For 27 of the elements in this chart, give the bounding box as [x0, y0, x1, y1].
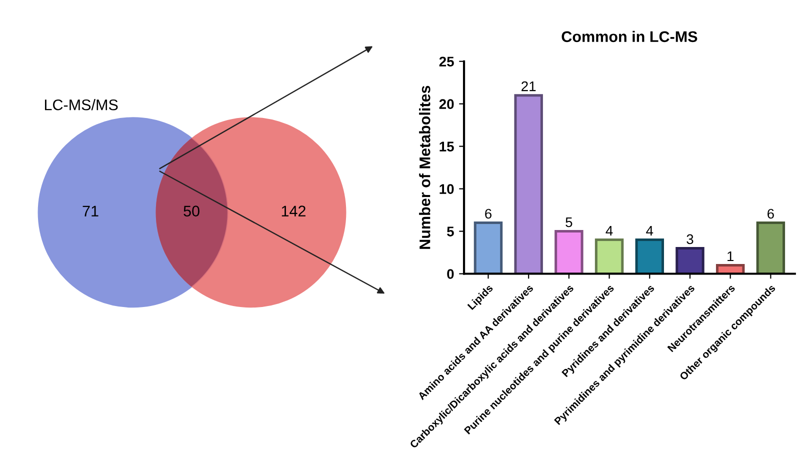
data-label: 6	[485, 208, 492, 219]
y-tick-label: 25	[439, 56, 454, 67]
text: LC-MS/MS	[44, 99, 118, 110]
data-label: 142	[282, 206, 306, 216]
bar	[635, 238, 664, 274]
bar	[514, 94, 543, 274]
bar	[676, 247, 704, 274]
bar	[594, 238, 624, 274]
data-label: 5	[566, 217, 572, 228]
data-label: 4	[646, 226, 654, 236]
bar	[756, 222, 786, 274]
data-label: 50	[184, 206, 200, 216]
data-label: 3	[686, 234, 694, 244]
data-label: 21	[522, 81, 536, 92]
data-label: 1	[728, 251, 734, 261]
data-label: 4	[606, 226, 613, 236]
bar	[474, 222, 503, 274]
chart-title: Common in LC-MS	[562, 30, 698, 42]
y-tick-label: 10	[440, 184, 454, 194]
data-label: 71	[82, 206, 98, 216]
y-tick-label: 5	[447, 226, 454, 236]
y-tick-label: 20	[439, 99, 454, 110]
data-label: 6	[768, 208, 774, 219]
y-axis-title: Number of Metabolites	[419, 86, 430, 249]
y-tick-label: 15	[440, 142, 454, 152]
bar	[554, 230, 584, 274]
y-tick-label: 0	[447, 269, 454, 279]
